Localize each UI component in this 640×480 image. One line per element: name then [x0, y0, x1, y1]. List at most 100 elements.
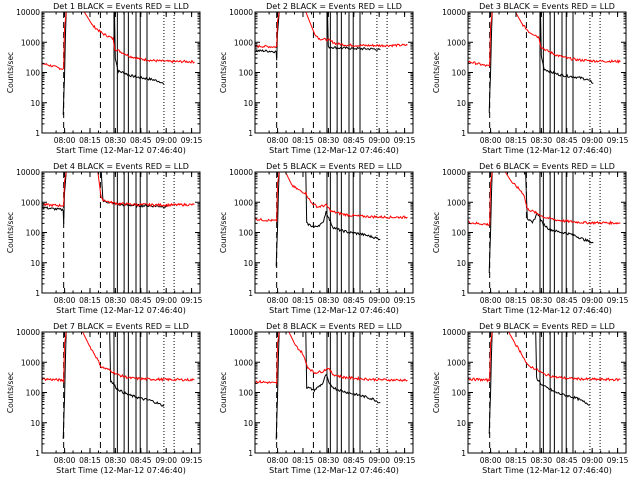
x-tick-label: 09:15 — [181, 296, 203, 305]
x-tick-label: 09:00 — [368, 456, 390, 465]
series-group — [42, 172, 195, 224]
y-tick-label: 10000 — [442, 8, 466, 17]
x-tick-label: 08:45 — [130, 296, 152, 305]
y-tick-label: 1000 — [447, 198, 466, 207]
x-tick-label: 08:00 — [267, 456, 289, 465]
lld-series-line — [468, 12, 621, 67]
x-axis-label: Start Time (12-Mar-12 07:46:40) — [482, 306, 612, 315]
x-tick-label: 09:15 — [394, 296, 416, 305]
y-tick-label: 100 — [452, 389, 467, 398]
y-axis-label: Counts/sec — [6, 212, 15, 253]
chart-panel-8: Det 8 BLACK = Events RED = LLD 1 10 100 1000… — [219, 322, 416, 475]
y-axis-label: Counts/sec — [219, 372, 228, 413]
x-tick-label: 09:15 — [607, 456, 629, 465]
y-tick-label: 10 — [456, 259, 466, 268]
y-tick-label: 10 — [456, 99, 466, 108]
x-tick-label: 08:15 — [292, 456, 314, 465]
x-tick-label: 08:30 — [318, 456, 340, 465]
y-tick-label: 1000 — [234, 198, 253, 207]
y-tick-label: 100 — [452, 69, 467, 78]
x-axis-label: Start Time (12-Mar-12 07:46:40) — [269, 466, 399, 475]
x-axis-label: Start Time (12-Mar-12 07:46:40) — [56, 306, 186, 315]
panel-title: Det 6 BLACK = Events RED = LLD — [479, 162, 615, 171]
y-tick-label: 1000 — [21, 358, 40, 367]
x-tick-label: 09:15 — [181, 456, 203, 465]
x-tick-label: 08:00 — [267, 136, 289, 145]
x-tick-label: 09:00 — [581, 136, 603, 145]
x-tick-label: 09:15 — [181, 136, 203, 145]
panel-title: Det 4 BLACK = Events RED = LLD — [53, 162, 189, 171]
x-axis-label: Start Time (12-Mar-12 07:46:40) — [56, 146, 186, 155]
series-group — [42, 332, 195, 440]
events-series-line — [62, 332, 165, 440]
x-tick-label: 08:30 — [531, 456, 553, 465]
y-tick-label: 10 — [456, 419, 466, 428]
events-series-line — [62, 12, 165, 115]
x-tick-label: 08:45 — [556, 136, 578, 145]
chart-panel-4: Det 4 BLACK = Events RED = LLD 1 10 100 1000… — [6, 162, 203, 315]
y-tick-label: 100 — [239, 229, 254, 238]
x-tick-label: 08:15 — [79, 296, 101, 305]
lld-series-line — [255, 12, 408, 49]
x-axis-label: Start Time (12-Mar-12 07:46:40) — [482, 146, 612, 155]
panel-title: Det 9 BLACK = Events RED = LLD — [479, 322, 615, 331]
series-group — [468, 332, 621, 434]
y-tick-label: 1 — [248, 129, 253, 138]
y-axis-label: Counts/sec — [432, 212, 441, 253]
x-tick-label: 08:15 — [79, 456, 101, 465]
y-tick-label: 10 — [243, 99, 253, 108]
x-tick-label: 08:45 — [343, 456, 365, 465]
series-group — [468, 12, 621, 113]
chart-panel-9: Det 9 BLACK = Events RED = LLD 1 10 100 1000… — [432, 322, 629, 475]
chart-panel-6: Det 6 BLACK = Events RED = LLD 1 10 100 1000… — [432, 162, 629, 315]
y-tick-label: 1 — [461, 289, 466, 298]
panel-title: Det 1 BLACK = Events RED = LLD — [53, 2, 189, 11]
y-axis-label: Counts/sec — [6, 52, 15, 93]
y-tick-label: 100 — [26, 229, 41, 238]
y-tick-label: 1 — [461, 129, 466, 138]
chart-panel-3: Det 3 BLACK = Events RED = LLD 1 10 100 1000… — [432, 2, 629, 155]
x-tick-label: 09:15 — [607, 296, 629, 305]
lld-series-line — [42, 12, 195, 71]
lld-series-line — [42, 172, 195, 208]
events-series-line — [275, 172, 381, 267]
y-axis-label: Counts/sec — [432, 52, 441, 93]
lld-series-line — [468, 332, 621, 383]
panel-title: Det 2 BLACK = Events RED = LLD — [266, 2, 402, 11]
lld-series-line — [255, 332, 408, 386]
x-tick-label: 08:15 — [505, 136, 527, 145]
y-tick-label: 10 — [243, 259, 253, 268]
x-tick-label: 09:00 — [368, 136, 390, 145]
x-tick-label: 09:00 — [368, 296, 390, 305]
marker-lines — [276, 12, 388, 133]
y-axis-label: Counts/sec — [219, 52, 228, 93]
chart-panel-2: Det 2 BLACK = Events RED = LLD 1 10 100 1000… — [219, 2, 416, 155]
y-axis-label: Counts/sec — [219, 212, 228, 253]
y-tick-label: 1000 — [447, 38, 466, 47]
events-series-line — [255, 12, 381, 61]
x-tick-label: 09:00 — [155, 136, 177, 145]
x-tick-label: 09:00 — [581, 456, 603, 465]
events-series-line — [488, 332, 591, 434]
events-series-line — [488, 12, 594, 113]
y-tick-label: 1000 — [447, 358, 466, 367]
series-group — [255, 172, 408, 267]
x-tick-label: 08:45 — [130, 456, 152, 465]
series-group — [255, 332, 408, 440]
x-tick-label: 09:00 — [581, 296, 603, 305]
x-tick-label: 08:00 — [480, 136, 502, 145]
y-tick-label: 10000 — [229, 328, 253, 337]
x-tick-label: 08:15 — [505, 456, 527, 465]
y-tick-label: 10 — [30, 99, 40, 108]
x-tick-label: 08:45 — [130, 136, 152, 145]
y-tick-label: 1000 — [21, 198, 40, 207]
marker-lines — [276, 172, 388, 293]
y-tick-label: 100 — [239, 389, 254, 398]
y-tick-label: 1 — [461, 449, 466, 458]
events-series-line — [488, 172, 594, 273]
x-tick-label: 08:15 — [292, 136, 314, 145]
series-group — [42, 12, 195, 115]
y-tick-label: 100 — [26, 389, 41, 398]
y-tick-label: 100 — [239, 69, 254, 78]
